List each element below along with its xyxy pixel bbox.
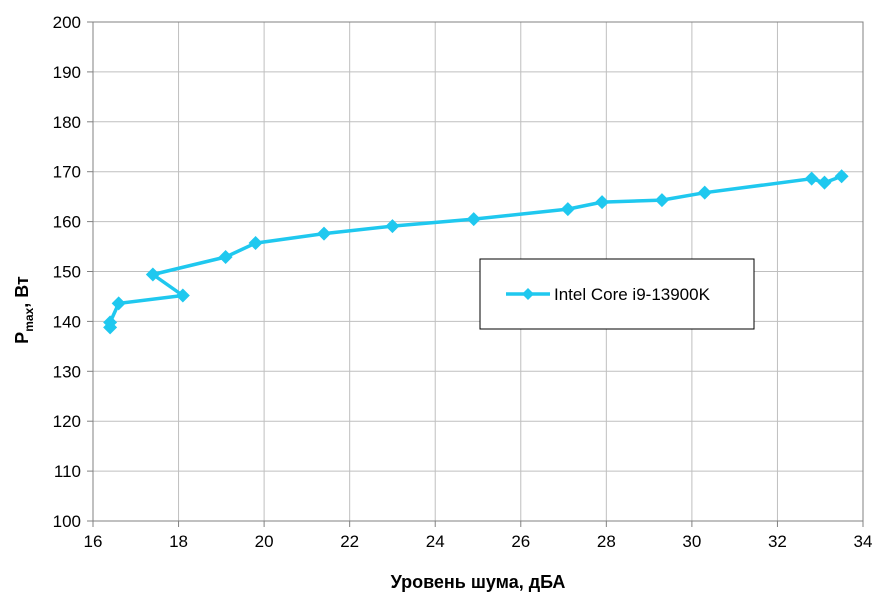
x-tick-label: 30 bbox=[682, 532, 701, 551]
legend-label: Intel Core i9-13900K bbox=[554, 285, 711, 304]
data-point-marker bbox=[595, 195, 610, 210]
data-point-marker bbox=[218, 250, 233, 265]
y-axis-title: Pmax, Вт bbox=[12, 276, 36, 344]
data-point-marker bbox=[654, 193, 669, 208]
y-tick-label: 190 bbox=[53, 63, 81, 82]
x-tick-label: 22 bbox=[340, 532, 359, 551]
y-axis-title-main: P bbox=[12, 332, 32, 344]
data-point-marker bbox=[834, 169, 849, 184]
data-point-marker bbox=[145, 267, 160, 282]
x-tick-label: 16 bbox=[84, 532, 103, 551]
y-tick-label: 150 bbox=[53, 263, 81, 282]
y-axis-ticks: 100 110 120 130 140 150 160 170 180 190 200 bbox=[53, 13, 93, 531]
data-point-marker bbox=[817, 175, 832, 190]
legend: Intel Core i9-13900K bbox=[479, 258, 755, 330]
y-tick-label: 130 bbox=[53, 362, 81, 381]
x-axis-title: Уровень шума, дБА bbox=[391, 572, 566, 592]
x-tick-label: 34 bbox=[854, 532, 873, 551]
series-layer bbox=[103, 169, 849, 335]
y-tick-label: 170 bbox=[53, 163, 81, 182]
y-tick-label: 140 bbox=[53, 312, 81, 331]
x-tick-label: 26 bbox=[511, 532, 530, 551]
x-tick-label: 20 bbox=[255, 532, 274, 551]
data-point-marker bbox=[175, 288, 190, 303]
data-point-marker bbox=[697, 185, 712, 200]
y-axis-title-subscript: max bbox=[22, 307, 36, 331]
data-point-marker bbox=[111, 296, 126, 311]
data-point-marker bbox=[560, 202, 575, 217]
data-point-marker bbox=[317, 226, 331, 241]
x-tick-label: 24 bbox=[426, 532, 445, 551]
y-tick-label: 200 bbox=[53, 13, 81, 32]
y-tick-label: 110 bbox=[54, 462, 81, 481]
data-point-marker bbox=[804, 171, 819, 186]
y-tick-label: 160 bbox=[53, 213, 81, 232]
y-tick-label: 100 bbox=[53, 512, 81, 531]
x-tick-label: 32 bbox=[768, 532, 787, 551]
x-axis-ticks: 16 18 20 22 24 26 28 30 32 34 bbox=[84, 521, 873, 551]
data-point-marker bbox=[248, 236, 263, 251]
data-point-marker bbox=[103, 315, 118, 330]
x-tick-label: 28 bbox=[597, 532, 616, 551]
y-tick-label: 180 bbox=[53, 113, 81, 132]
y-axis-title-unit: , Вт bbox=[12, 276, 32, 308]
legend-marker-swatch bbox=[522, 288, 534, 300]
y-tick-label: 120 bbox=[53, 412, 81, 431]
x-tick-label: 18 bbox=[169, 532, 188, 551]
data-point-marker bbox=[466, 212, 481, 227]
data-point-marker bbox=[385, 219, 400, 234]
